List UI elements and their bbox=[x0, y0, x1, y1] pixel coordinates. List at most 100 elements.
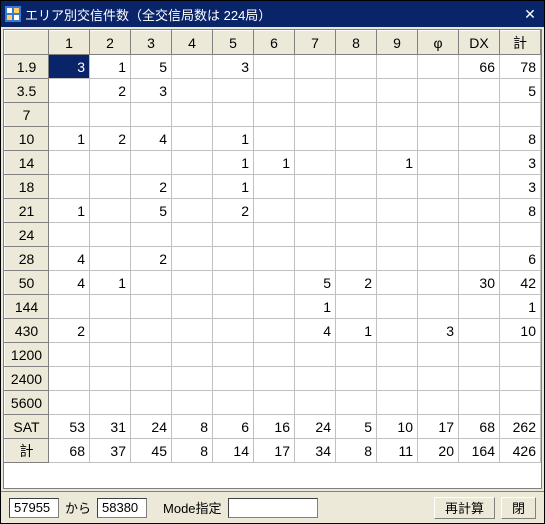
data-cell[interactable] bbox=[459, 295, 500, 319]
data-cell[interactable] bbox=[213, 79, 254, 103]
data-cell[interactable] bbox=[90, 199, 131, 223]
data-cell[interactable] bbox=[131, 271, 172, 295]
data-cell[interactable]: 16 bbox=[254, 415, 295, 439]
data-cell[interactable] bbox=[49, 295, 90, 319]
data-cell[interactable] bbox=[295, 343, 336, 367]
data-cell[interactable] bbox=[418, 151, 459, 175]
data-cell[interactable] bbox=[213, 247, 254, 271]
data-cell[interactable] bbox=[213, 295, 254, 319]
data-cell[interactable] bbox=[336, 199, 377, 223]
data-cell[interactable] bbox=[295, 391, 336, 415]
data-cell[interactable] bbox=[49, 175, 90, 199]
data-cell[interactable] bbox=[377, 127, 418, 151]
data-cell[interactable] bbox=[336, 247, 377, 271]
from-input[interactable] bbox=[9, 498, 59, 518]
data-cell[interactable]: 4 bbox=[295, 319, 336, 343]
data-cell[interactable] bbox=[418, 103, 459, 127]
data-cell[interactable] bbox=[131, 391, 172, 415]
data-cell[interactable] bbox=[213, 367, 254, 391]
data-cell[interactable]: 53 bbox=[49, 415, 90, 439]
data-cell[interactable]: 1 bbox=[213, 151, 254, 175]
data-cell[interactable] bbox=[172, 391, 213, 415]
data-cell[interactable]: 31 bbox=[90, 415, 131, 439]
data-cell[interactable] bbox=[90, 367, 131, 391]
data-cell[interactable]: 10 bbox=[500, 319, 541, 343]
data-cell[interactable] bbox=[90, 319, 131, 343]
data-cell[interactable] bbox=[500, 223, 541, 247]
data-cell[interactable] bbox=[90, 295, 131, 319]
data-cell[interactable] bbox=[172, 55, 213, 79]
data-cell[interactable] bbox=[254, 391, 295, 415]
data-cell[interactable]: 1 bbox=[213, 127, 254, 151]
data-cell[interactable] bbox=[418, 199, 459, 223]
data-cell[interactable]: 5 bbox=[131, 199, 172, 223]
data-cell[interactable]: 42 bbox=[500, 271, 541, 295]
data-cell[interactable]: 10 bbox=[377, 415, 418, 439]
data-cell[interactable] bbox=[131, 367, 172, 391]
data-cell[interactable] bbox=[418, 223, 459, 247]
data-cell[interactable] bbox=[377, 343, 418, 367]
data-cell[interactable] bbox=[131, 295, 172, 319]
data-cell[interactable] bbox=[172, 367, 213, 391]
data-cell[interactable] bbox=[459, 103, 500, 127]
data-cell[interactable] bbox=[295, 79, 336, 103]
data-cell[interactable] bbox=[131, 103, 172, 127]
data-cell[interactable]: 37 bbox=[90, 439, 131, 463]
data-cell[interactable] bbox=[418, 367, 459, 391]
data-cell[interactable] bbox=[459, 367, 500, 391]
data-cell[interactable] bbox=[295, 367, 336, 391]
data-cell[interactable] bbox=[254, 223, 295, 247]
data-cell[interactable]: 426 bbox=[500, 439, 541, 463]
data-cell[interactable] bbox=[377, 55, 418, 79]
data-cell[interactable] bbox=[377, 175, 418, 199]
data-cell[interactable]: 14 bbox=[213, 439, 254, 463]
data-cell[interactable] bbox=[49, 79, 90, 103]
data-cell[interactable] bbox=[213, 319, 254, 343]
data-cell[interactable]: 34 bbox=[295, 439, 336, 463]
data-cell[interactable]: 1 bbox=[336, 319, 377, 343]
data-cell[interactable] bbox=[377, 223, 418, 247]
data-cell[interactable] bbox=[172, 295, 213, 319]
data-cell[interactable]: 6 bbox=[213, 415, 254, 439]
data-cell[interactable] bbox=[336, 391, 377, 415]
data-cell[interactable] bbox=[295, 55, 336, 79]
data-cell[interactable] bbox=[418, 247, 459, 271]
data-cell[interactable]: 8 bbox=[172, 439, 213, 463]
data-cell[interactable] bbox=[459, 247, 500, 271]
data-cell[interactable]: 8 bbox=[500, 127, 541, 151]
data-cell[interactable] bbox=[172, 103, 213, 127]
data-cell[interactable] bbox=[459, 391, 500, 415]
data-cell[interactable] bbox=[459, 151, 500, 175]
data-cell[interactable] bbox=[336, 295, 377, 319]
data-cell[interactable] bbox=[213, 103, 254, 127]
data-cell[interactable]: 4 bbox=[49, 271, 90, 295]
data-cell[interactable]: 30 bbox=[459, 271, 500, 295]
data-cell[interactable] bbox=[131, 223, 172, 247]
data-cell[interactable]: 20 bbox=[418, 439, 459, 463]
data-cell[interactable]: 17 bbox=[254, 439, 295, 463]
data-cell[interactable]: 2 bbox=[213, 199, 254, 223]
data-cell[interactable] bbox=[336, 175, 377, 199]
data-cell[interactable] bbox=[295, 223, 336, 247]
data-cell[interactable]: 1 bbox=[49, 199, 90, 223]
data-cell[interactable] bbox=[172, 127, 213, 151]
data-cell[interactable] bbox=[254, 199, 295, 223]
data-cell[interactable] bbox=[49, 151, 90, 175]
data-cell[interactable]: 1 bbox=[90, 271, 131, 295]
data-cell[interactable]: 6 bbox=[500, 247, 541, 271]
data-cell[interactable]: 1 bbox=[49, 127, 90, 151]
data-cell[interactable] bbox=[459, 79, 500, 103]
data-cell[interactable] bbox=[418, 175, 459, 199]
data-cell[interactable] bbox=[336, 151, 377, 175]
data-cell[interactable] bbox=[172, 223, 213, 247]
data-cell[interactable] bbox=[254, 55, 295, 79]
data-cell[interactable] bbox=[172, 175, 213, 199]
data-cell[interactable] bbox=[459, 319, 500, 343]
data-cell[interactable] bbox=[213, 391, 254, 415]
data-cell[interactable] bbox=[459, 199, 500, 223]
data-cell[interactable] bbox=[377, 271, 418, 295]
data-cell[interactable]: 1 bbox=[90, 55, 131, 79]
to-input[interactable] bbox=[97, 498, 147, 518]
data-cell[interactable]: 2 bbox=[90, 79, 131, 103]
close-button[interactable]: 閉 bbox=[501, 497, 536, 519]
